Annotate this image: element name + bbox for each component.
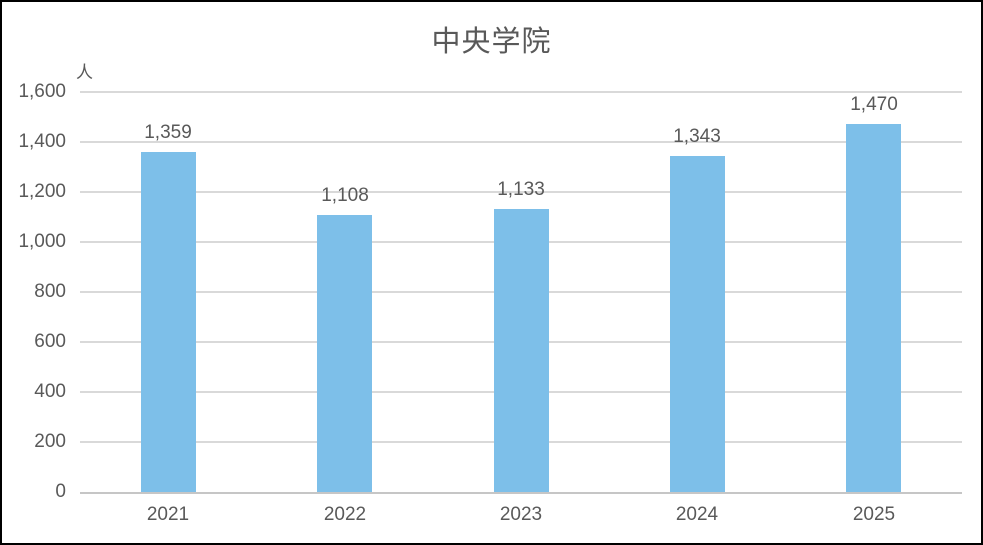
x-tick-label: 2022 <box>323 504 367 525</box>
gridline <box>80 91 962 93</box>
x-tick-label: 2024 <box>675 504 719 525</box>
x-tick-label: 2021 <box>146 504 190 525</box>
bar <box>670 156 725 492</box>
x-tick-label: 2023 <box>499 504 543 525</box>
y-tick-label: 0 <box>55 481 66 502</box>
bar <box>846 124 901 492</box>
y-tick-label: 600 <box>34 331 66 352</box>
y-tick-label: 800 <box>34 281 66 302</box>
y-tick-label: 1,200 <box>18 181 66 202</box>
bar-value-label: 1,108 <box>321 185 369 206</box>
chart-title: 中央学院 <box>431 26 552 58</box>
bar-value-label: 1,470 <box>850 94 898 115</box>
y-tick-label: 1,600 <box>18 81 66 102</box>
gridline <box>80 141 962 143</box>
y-tick-label: 400 <box>34 381 66 402</box>
y-tick-label: 1,000 <box>18 231 66 252</box>
y-axis-unit-label: 人 <box>76 63 93 82</box>
bar-value-label: 1,133 <box>497 179 545 200</box>
bar-value-label: 1,343 <box>673 126 721 147</box>
gridline <box>80 191 962 193</box>
y-tick-label: 1,400 <box>18 131 66 152</box>
x-axis-line <box>80 492 962 494</box>
bar <box>141 152 196 492</box>
x-tick-label: 2025 <box>852 504 896 525</box>
bar-value-label: 1,359 <box>144 122 192 143</box>
y-tick-label: 200 <box>34 431 66 452</box>
bar <box>494 209 549 492</box>
bar <box>317 215 372 492</box>
